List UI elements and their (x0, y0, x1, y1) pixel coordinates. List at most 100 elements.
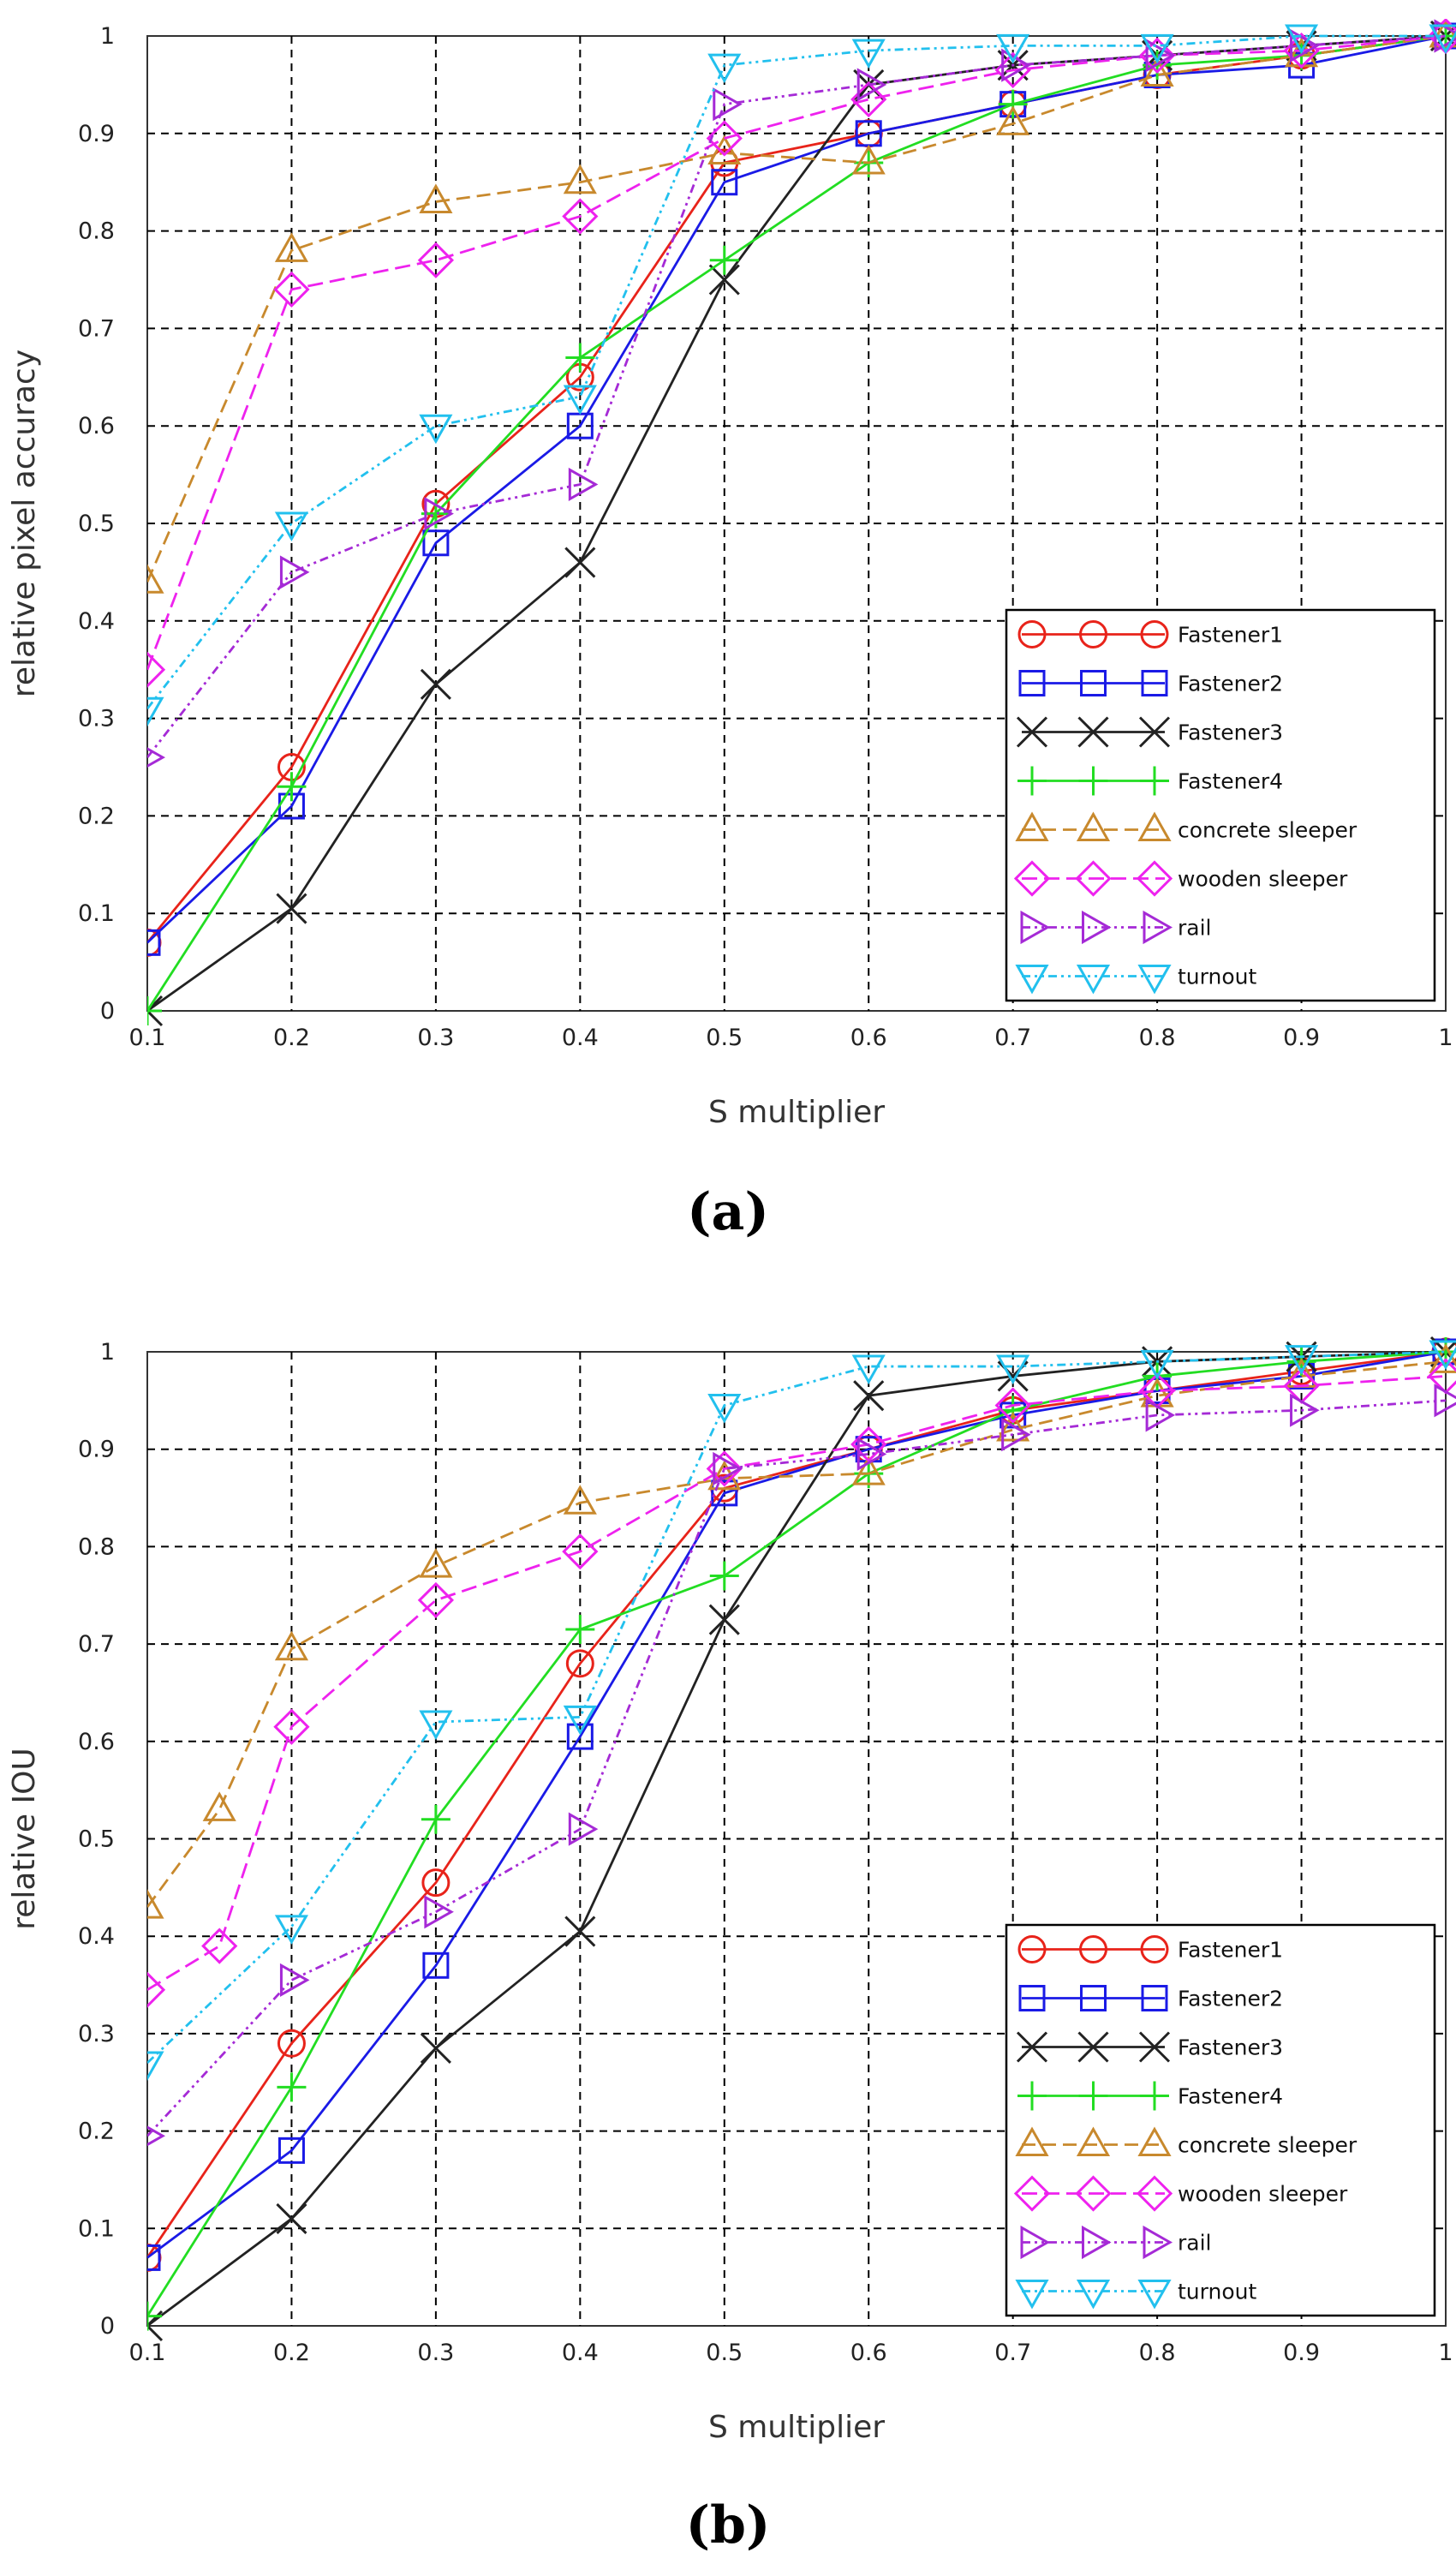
data-point-fastener4 (565, 1615, 595, 1645)
data-point-fastener1 (277, 2029, 306, 2058)
data-point-rail (424, 497, 454, 531)
panel-label: (a) (687, 1182, 769, 1242)
series-line-fastener2 (147, 34, 1447, 944)
data-point-turnout (147, 696, 164, 727)
legend-marker-wooden-sleeper (1075, 2175, 1112, 2212)
data-point-rail (713, 87, 743, 122)
x-axis-label: S multiplier (708, 2410, 885, 2445)
data-point-fastener3 (147, 995, 164, 1027)
series-line-fastener2 (147, 1350, 1447, 2259)
legend-marker-wooden-sleeper (1013, 2175, 1051, 2212)
data-point-concrete-sleeper (419, 183, 453, 213)
data-point-turnout (851, 39, 886, 69)
data-point-fastener3 (564, 1916, 596, 1947)
legend-label-fastener2: Fastener2 (1178, 1987, 1283, 2011)
legend-marker-fastener1 (1079, 620, 1107, 648)
data-point-wooden-sleeper (273, 271, 310, 308)
data-point-fastener2 (422, 529, 450, 557)
panel-label: (b) (686, 2495, 771, 2555)
data-point-rail (424, 1895, 454, 1929)
data-point-fastener3 (420, 2032, 451, 2065)
data-point-turnout (419, 414, 453, 445)
data-point-fastener3 (420, 668, 451, 700)
legend-marker-fastener2 (1141, 1985, 1168, 2011)
y-tick-label: 1 (100, 23, 115, 50)
data-point-rail (568, 467, 599, 502)
data-point-wooden-sleeper (562, 1533, 599, 1570)
y-tick-label: 0.7 (78, 1631, 115, 1658)
series-line-turnout (147, 34, 1446, 710)
y-tick-label: 0.1 (78, 900, 115, 927)
data-point-concrete-sleeper (563, 164, 597, 194)
data-point-rail (279, 1963, 310, 1997)
legend-marker-fastener4 (1140, 2081, 1169, 2111)
data-point-fastener4 (277, 2072, 307, 2102)
data-point-fastener4 (147, 996, 162, 1025)
x-tick-label: 0.2 (273, 1025, 310, 1051)
series-line-fastener4 (147, 1350, 1447, 2317)
data-point-turnout (851, 1354, 886, 1385)
legend-marker-concrete-sleeper (1015, 811, 1049, 841)
legend-marker-fastener3 (1138, 716, 1171, 748)
legend-marker-fastener3 (1077, 2031, 1109, 2063)
y-tick-label: 0.4 (78, 608, 115, 635)
data-point-rail (856, 1437, 887, 1471)
data-point-fastener3 (564, 547, 596, 578)
y-tick-label: 0 (100, 2313, 115, 2340)
data-point-wooden-sleeper (562, 198, 599, 235)
data-point-turnout (1140, 1349, 1174, 1380)
data-point-turnout (274, 1915, 309, 1945)
data-point-concrete-sleeper (419, 1548, 453, 1578)
x-tick-label: 0.6 (850, 2340, 887, 2366)
x-tick-label: 0.6 (850, 1025, 887, 1051)
data-point-concrete-sleeper (274, 232, 309, 262)
data-point-fastener4 (709, 245, 739, 275)
data-point-concrete-sleeper (563, 1485, 597, 1515)
legend-label-fastener1: Fastener1 (1178, 623, 1283, 648)
data-point-fastener2 (147, 929, 161, 956)
legend-marker-fastener3 (1077, 716, 1109, 748)
data-point-concrete-sleeper (851, 1455, 886, 1485)
data-point-fastener2 (422, 1951, 450, 1979)
x-tick-label: 0.3 (417, 1025, 454, 1051)
legend-marker-fastener2 (1141, 670, 1168, 696)
y-tick-label: 0.2 (78, 2119, 115, 2145)
series-line-rail (147, 34, 1447, 758)
legend-marker-rail (1082, 2225, 1112, 2260)
data-point-wooden-sleeper (706, 120, 743, 157)
data-point-turnout (1140, 33, 1174, 64)
legend-marker-wooden-sleeper (1075, 860, 1112, 897)
data-point-concrete-sleeper (851, 144, 886, 175)
x-tick-label: 0.5 (706, 2340, 743, 2366)
x-tick-label: 0.7 (994, 1025, 1031, 1051)
data-point-fastener4 (565, 343, 595, 373)
legend-label-turnout: turnout (1178, 2280, 1256, 2304)
x-tick-label: 1 (1438, 1025, 1453, 1051)
legend-marker-fastener4 (1140, 766, 1169, 796)
data-point-rail (1145, 39, 1176, 73)
data-point-turnout (147, 2051, 164, 2082)
legend-marker-fastener4 (1078, 766, 1108, 796)
legend-marker-turnout (1137, 2280, 1172, 2310)
y-tick-label: 0.9 (78, 121, 115, 147)
data-point-concrete-sleeper (707, 134, 742, 165)
legend-label-fastener4: Fastener4 (1178, 2084, 1283, 2109)
data-point-fastener4 (998, 89, 1028, 119)
data-point-turnout (563, 385, 597, 415)
series-line-rail (147, 1399, 1447, 2137)
data-point-wooden-sleeper (273, 1708, 310, 1745)
data-point-turnout (274, 511, 309, 542)
y-tick-label: 1 (100, 1339, 115, 1366)
legend-marker-wooden-sleeper (1013, 860, 1051, 897)
data-point-concrete-sleeper (202, 1791, 236, 1821)
y-tick-label: 0.6 (78, 1729, 115, 1755)
data-point-concrete-sleeper (147, 564, 164, 594)
legend-marker-fastener1 (1140, 1935, 1169, 1963)
data-point-wooden-sleeper (147, 1971, 166, 2008)
data-point-fastener1 (421, 1868, 451, 1898)
data-point-wooden-sleeper (417, 242, 455, 278)
legend-label-concrete-sleeper: concrete sleeper (1178, 2133, 1358, 2158)
y-tick-label: 0.2 (78, 803, 115, 829)
legend-marker-turnout (1137, 965, 1172, 995)
legend-marker-wooden-sleeper (1136, 2175, 1173, 2212)
